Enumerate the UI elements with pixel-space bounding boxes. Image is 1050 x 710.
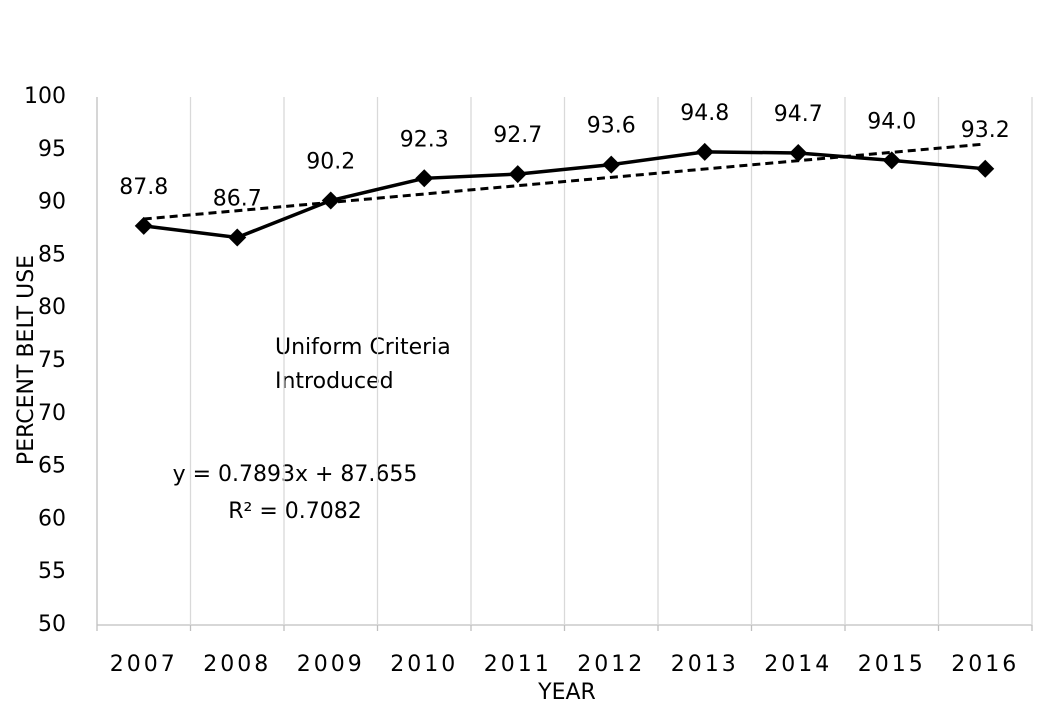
x-tick-label: 2012 [577, 652, 645, 677]
annotation: Uniform Criteria [275, 335, 451, 360]
data-label: 94.0 [867, 109, 916, 134]
x-tick-label: 2007 [110, 652, 178, 677]
x-tick-label: 2008 [203, 652, 271, 677]
series-line [143, 150, 986, 240]
data-label: 94.8 [680, 101, 729, 126]
data-label: 93.2 [961, 118, 1010, 143]
x-tick-label: 2010 [390, 652, 458, 677]
y-tick-label: 55 [38, 559, 66, 584]
y-tick-label: 60 [38, 506, 66, 531]
data-label: 94.7 [774, 102, 823, 127]
x-tick-label: 2011 [484, 652, 552, 677]
data-label: 86.7 [213, 186, 262, 211]
marker [228, 228, 247, 247]
marker [976, 159, 995, 178]
marker [321, 191, 340, 210]
data-label: 92.7 [493, 123, 542, 148]
x-axis-title: YEAR [537, 680, 596, 705]
x-tick-label: 2009 [297, 652, 365, 677]
y-tick-label: 50 [38, 612, 66, 637]
x-tick-label: 2014 [764, 652, 832, 677]
data-label: 93.6 [587, 114, 636, 139]
y-tick-label: 100 [24, 84, 66, 109]
x-tick-label: 2015 [858, 652, 926, 677]
data-label: 90.2 [306, 149, 355, 174]
y-tick-label: 80 [38, 295, 66, 320]
marker [695, 142, 714, 161]
marker [134, 216, 153, 235]
y-tick-label: 85 [38, 242, 66, 267]
marker [508, 165, 527, 184]
marker [789, 143, 808, 162]
y-tick-label: 75 [38, 348, 66, 373]
marker [882, 151, 901, 170]
x-tick-label: 2013 [671, 652, 739, 677]
y-axis-title: PERCENT BELT USE [14, 255, 39, 465]
y-tick-label: 70 [38, 401, 66, 426]
marker [415, 169, 434, 188]
trend-r2: R² = 0.7082 [228, 499, 362, 524]
y-tick-label: 65 [38, 454, 66, 479]
annotation: Introduced [275, 369, 394, 394]
x-tick-label: 2016 [951, 652, 1019, 677]
y-tick-label: 90 [38, 190, 66, 215]
data-label: 92.3 [400, 127, 449, 152]
y-tick-label: 95 [38, 137, 66, 162]
marker [602, 155, 621, 174]
trend-equation: y = 0.7893x + 87.655 [173, 462, 418, 487]
data-label: 87.8 [119, 175, 168, 200]
